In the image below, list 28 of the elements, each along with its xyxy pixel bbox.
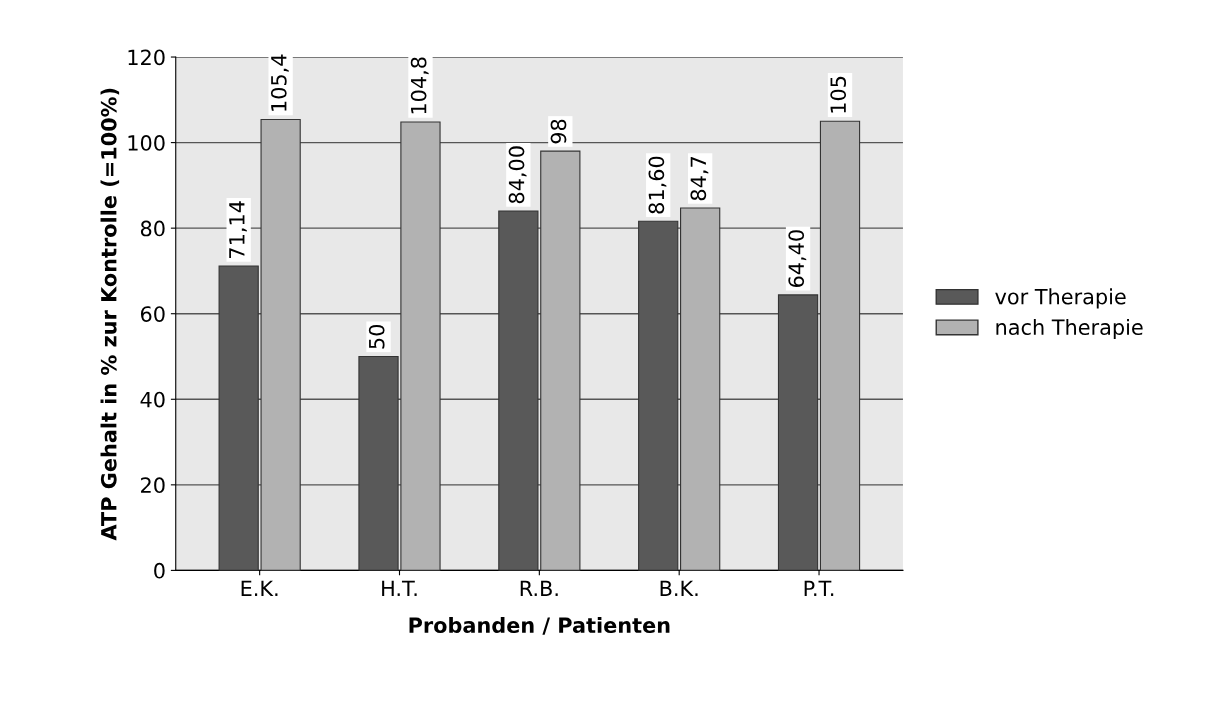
- y-axis-title: ATP Gehalt in % zur Kontrolle (=100%): [100, 88, 120, 541]
- bar: [819, 120, 861, 571]
- data-label: 84,7: [690, 157, 709, 201]
- y-tick-label: 80: [140, 220, 165, 237]
- y-tick-label: 0: [154, 562, 165, 579]
- y-tick-label: 20: [141, 477, 165, 494]
- y-tick-label: 60: [140, 306, 165, 322]
- y-tick-label: 40: [140, 391, 165, 408]
- y-tick-label: 100: [128, 135, 165, 151]
- x-tick-label: E.K.: [241, 580, 278, 596]
- x-tick-label: B.K.: [660, 580, 698, 596]
- legend-label: vor Therapie: [995, 288, 1126, 309]
- x-tick-label: H.T.: [382, 580, 417, 596]
- y-tick-label: 120: [128, 49, 165, 66]
- x-tick-label: P.T.: [804, 580, 834, 596]
- data-label: 104,8: [410, 57, 429, 114]
- data-label: 50: [368, 324, 385, 349]
- data-label: 81,60: [648, 156, 667, 214]
- data-label: 98: [550, 119, 567, 144]
- data-label: 64,40: [788, 230, 807, 288]
- x-axis-title: Probanden / Patienten: [409, 616, 670, 635]
- data-label: 105: [830, 76, 847, 113]
- data-label: 84,00: [508, 146, 527, 204]
- bar: [680, 207, 721, 571]
- data-label: 105,4: [270, 54, 289, 111]
- legend-label: nach Therapie: [996, 318, 1143, 340]
- x-tick-label: R.B.: [520, 580, 558, 596]
- data-label: 71,14: [229, 201, 247, 258]
